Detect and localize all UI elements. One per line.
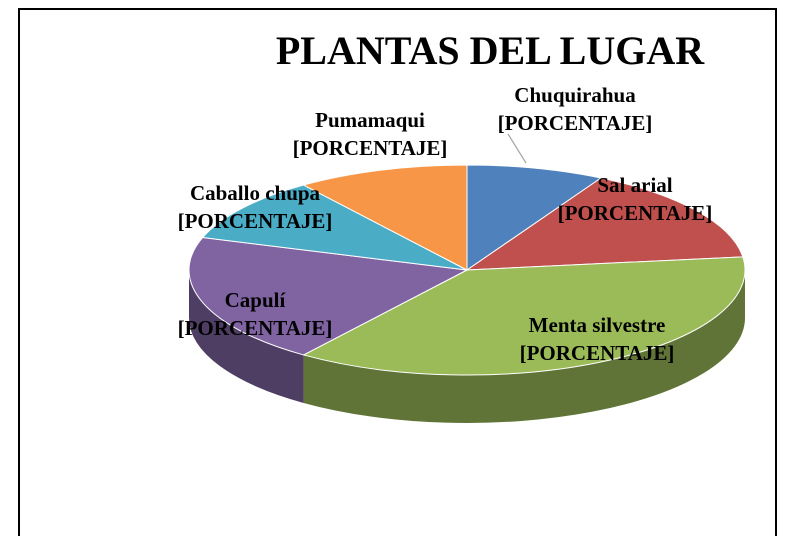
leader-line [507,133,527,164]
data-label: Sal arial [PORCENTAJE] [545,171,725,227]
data-label: Caballo chupa [PORCENTAJE] [165,179,345,235]
category-label: Chuquirahua [514,83,636,107]
pie-slice-side [189,270,304,403]
value-label: [PORCENTAJE] [519,341,675,365]
pie-slice [302,256,746,376]
category-label: Pumamaqui [315,108,425,132]
data-label: Chuquirahua [PORCENTAJE] [485,81,665,137]
category-label: Sal arial [597,173,673,197]
pie-slice [201,184,468,271]
data-label: Menta silvestre [PORCENTAJE] [507,311,687,367]
pie-slice [465,177,744,271]
value-label: [PORCENTAJE] [557,201,713,225]
value-label: [PORCENTAJE] [292,136,448,160]
pie-slice [466,164,603,271]
frame [18,8,777,536]
value-label: [PORCENTAJE] [497,111,653,135]
pie-slice [188,237,469,356]
pie-slice [302,164,468,271]
pie-slice-side [303,270,745,423]
value-label: [PORCENTAJE] [177,316,333,340]
data-label: Pumamaqui [PORCENTAJE] [280,106,460,162]
chart-title: PLANTAS DEL LUGAR [276,28,705,73]
category-label: Capulí [224,288,286,312]
value-label: [PORCENTAJE] [177,209,333,233]
data-label: Capulí [PORCENTAJE] [165,286,345,342]
pie [188,164,746,423]
category-label: Menta silvestre [528,313,666,337]
category-label: Caballo chupa [189,181,321,205]
